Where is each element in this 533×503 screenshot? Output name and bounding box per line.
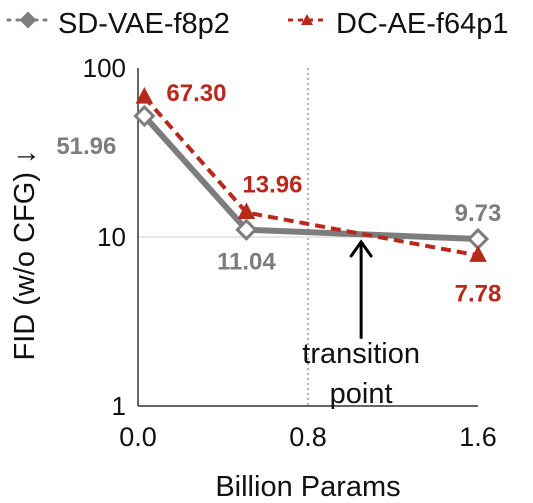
y-tick-label: 1 [112, 391, 126, 421]
legend: SD-VAE-f8p2 DC-AE-f64p1 [6, 8, 508, 40]
y-tick-label: 100 [83, 53, 126, 83]
dc-ae-data-label: 67.30 [166, 80, 226, 107]
transition-point-label: point [330, 378, 393, 410]
y-axis-label: FID (w/o CFG) ↓ [9, 149, 41, 360]
legend-entry-sd-vae: SD-VAE-f8p2 [6, 8, 230, 40]
sd-vae-point [466, 227, 490, 251]
series-markers [133, 87, 490, 262]
x-tick-label: 0.0 [119, 422, 157, 452]
series-lines [142, 95, 479, 258]
data-labels: 51.96 11.04 9.73 67.30 13.96 7.78 [56, 80, 501, 307]
x-axis-label: Billion Params [215, 471, 400, 503]
dc-ae-point [469, 245, 487, 262]
sd-vae-data-label: 9.73 [455, 200, 502, 227]
sd-vae-point [133, 104, 156, 128]
dc-ae-data-label: 7.78 [455, 280, 502, 307]
dc-ae-point [237, 202, 256, 220]
dc-ae-line [142, 95, 479, 258]
legend-dc-triangle-icon [301, 14, 313, 25]
y-tick-label: 10 [97, 222, 126, 252]
sd-vae-data-label: 51.96 [56, 133, 116, 160]
sd-vae-line [142, 114, 479, 243]
transition-arrow-head [349, 239, 373, 258]
transition-annotation: transition point [302, 239, 420, 410]
transition-point-label: transition [302, 338, 420, 370]
legend-sd-diamond-icon [19, 11, 37, 29]
x-tick-label: 1.6 [459, 422, 497, 452]
legend-entry-dc-ae: DC-AE-f64p1 [288, 8, 508, 40]
sd-vae-point [235, 218, 258, 241]
dc-ae-data-label: 13.96 [242, 172, 302, 199]
legend-dc-label: DC-AE-f64p1 [336, 8, 508, 40]
axes: 1 10 100 0.0 0.8 1.6 [83, 53, 497, 452]
dc-ae-point [135, 87, 154, 104]
x-tick-label: 0.8 [289, 422, 327, 452]
sd-vae-data-label: 11.04 [217, 249, 276, 276]
legend-sd-label: SD-VAE-f8p2 [58, 8, 230, 40]
